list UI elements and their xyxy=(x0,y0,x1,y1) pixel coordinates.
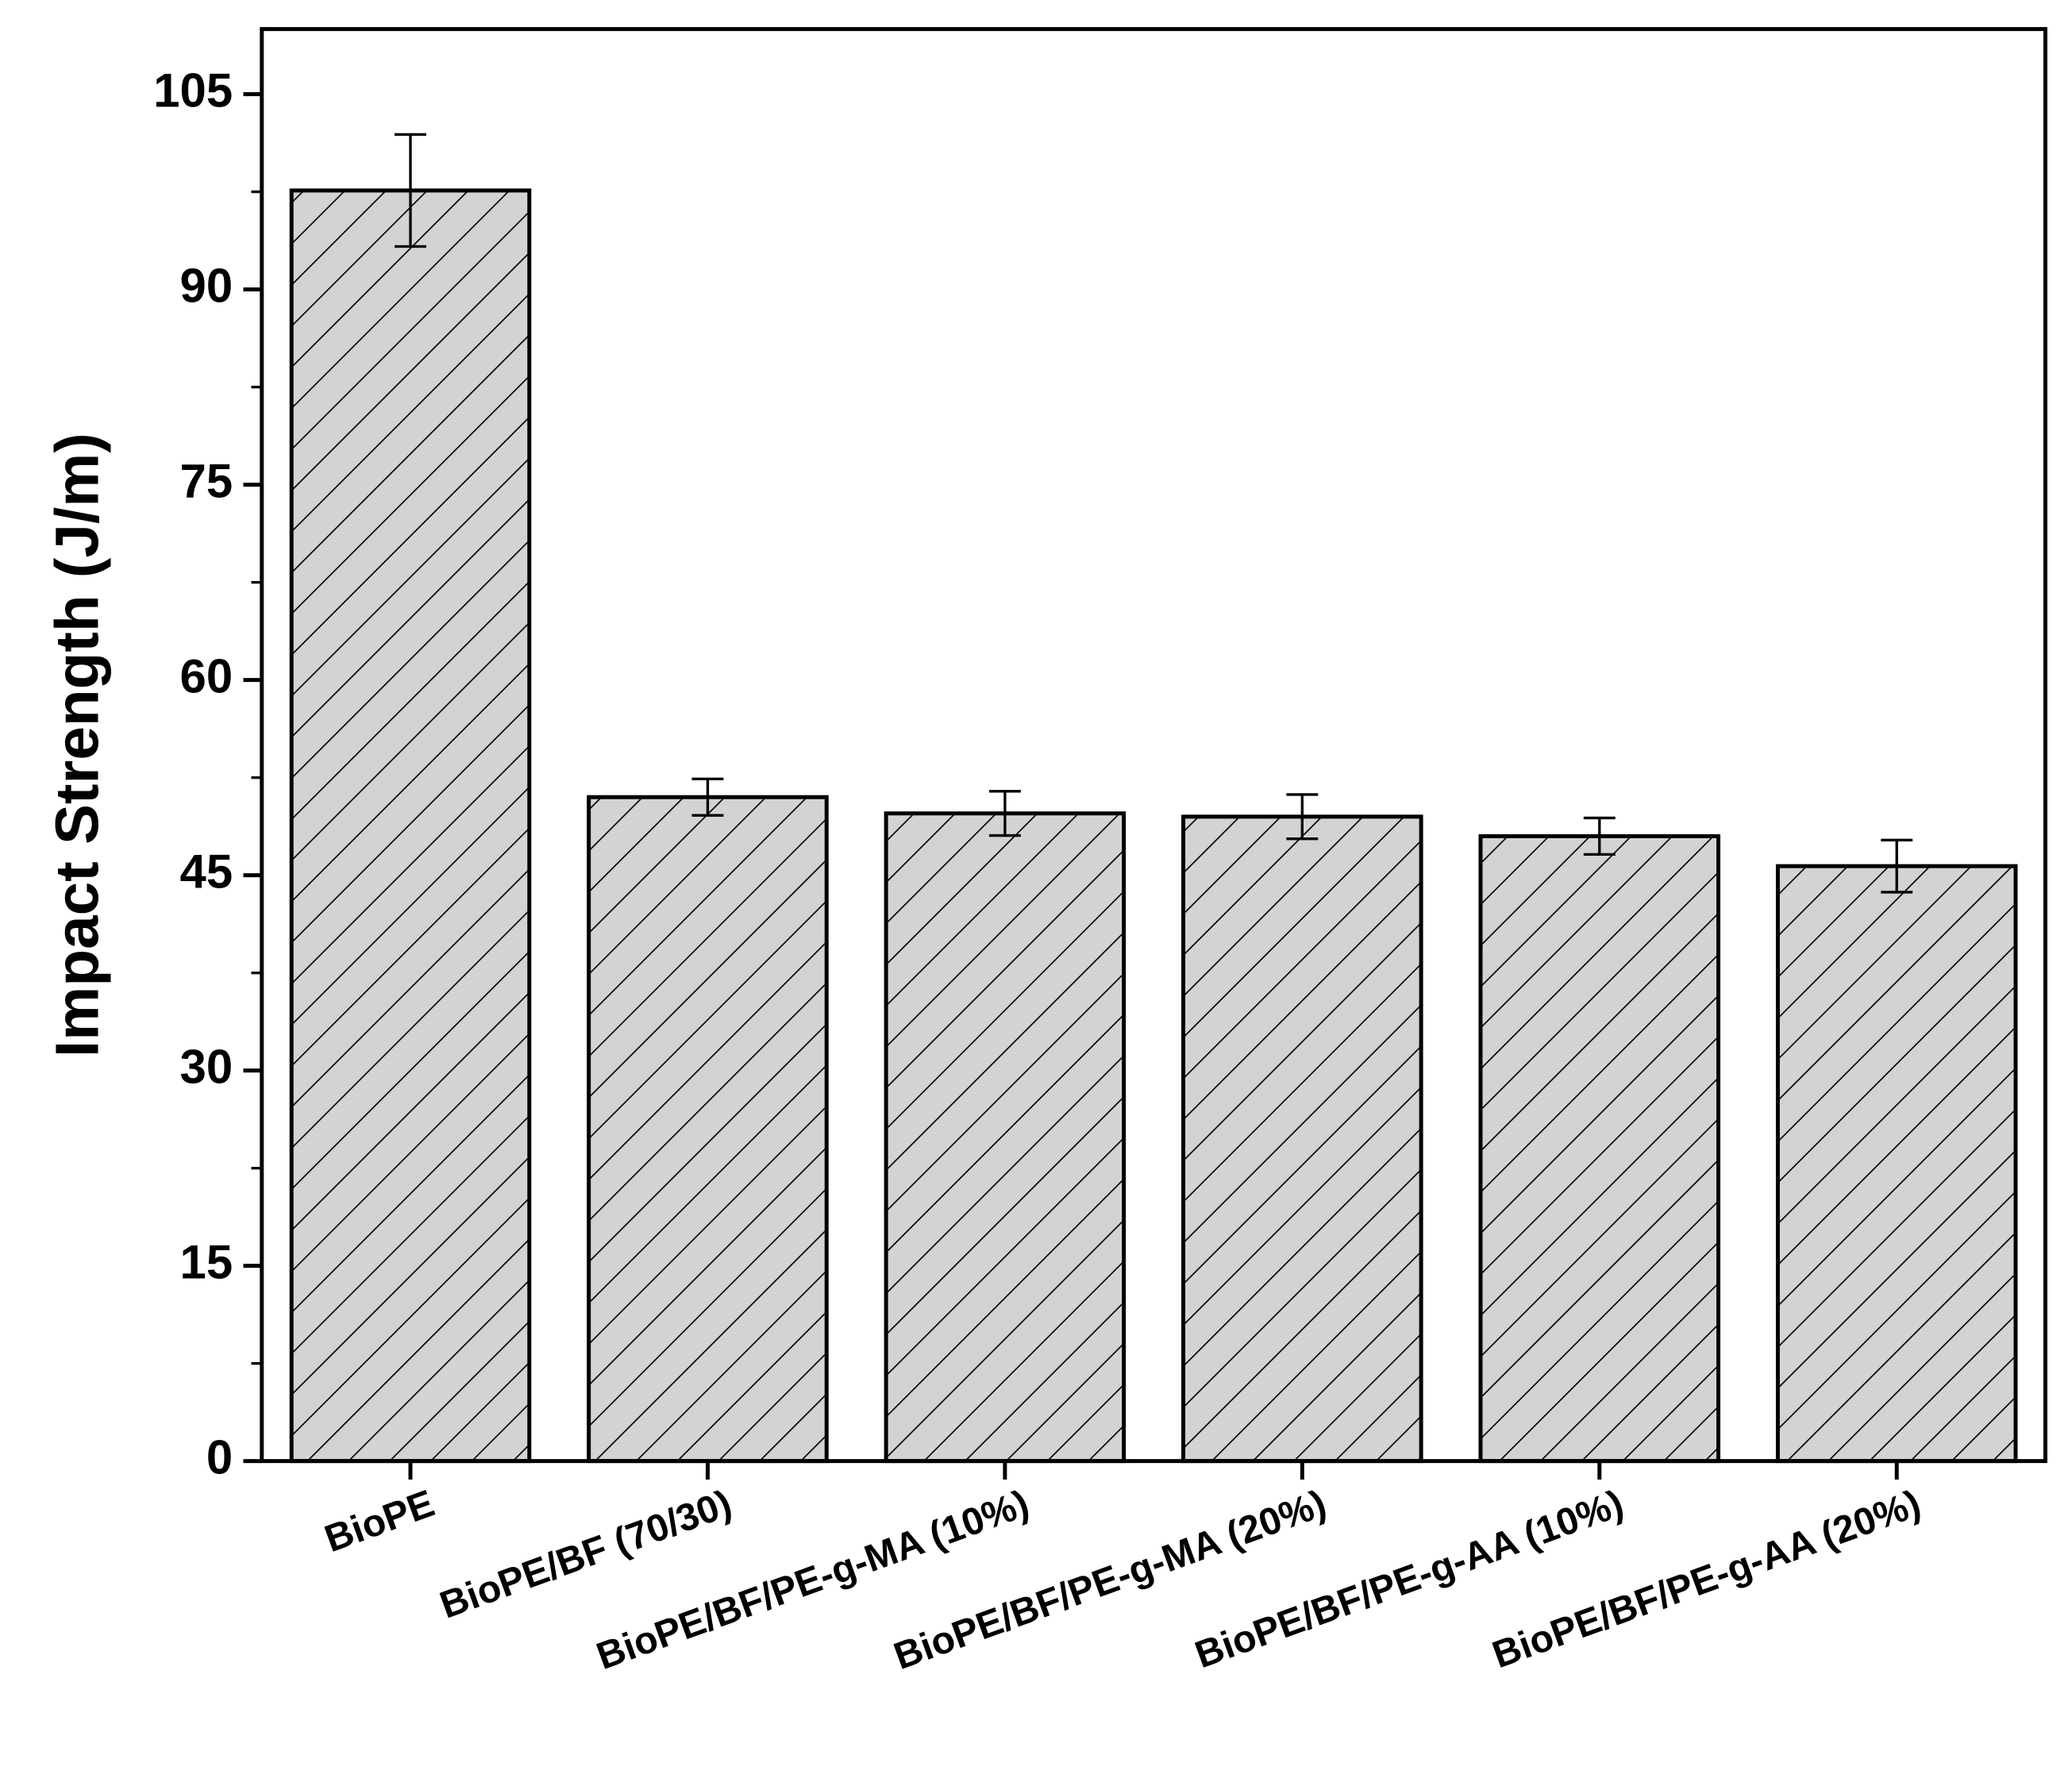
y-tick-label: 15 xyxy=(180,1235,233,1288)
bar xyxy=(289,188,532,1464)
y-tick-label: 90 xyxy=(180,259,233,312)
plot-frame xyxy=(260,27,2047,1464)
x-tick-label: BioPE xyxy=(319,1482,440,1561)
error-bar xyxy=(1881,838,1913,894)
y-tick-label: 75 xyxy=(180,454,233,507)
error-bar xyxy=(1286,793,1319,841)
bar xyxy=(1775,864,2018,1464)
error-bar xyxy=(691,777,724,817)
error-bar xyxy=(988,790,1021,837)
y-tick-label: 30 xyxy=(180,1040,233,1093)
error-bar xyxy=(1583,816,1616,857)
y-tick-label: 60 xyxy=(180,649,233,703)
bar xyxy=(587,795,829,1464)
error-bar xyxy=(395,133,426,248)
y-tick-label: 45 xyxy=(180,845,233,898)
y-tick-label: 105 xyxy=(153,64,233,117)
y-axis-title: Impact Strength (J/m) xyxy=(44,433,112,1057)
bar xyxy=(1478,833,1721,1464)
bar xyxy=(884,811,1127,1464)
y-tick-label: 0 xyxy=(206,1430,233,1484)
bar xyxy=(1181,814,1423,1464)
